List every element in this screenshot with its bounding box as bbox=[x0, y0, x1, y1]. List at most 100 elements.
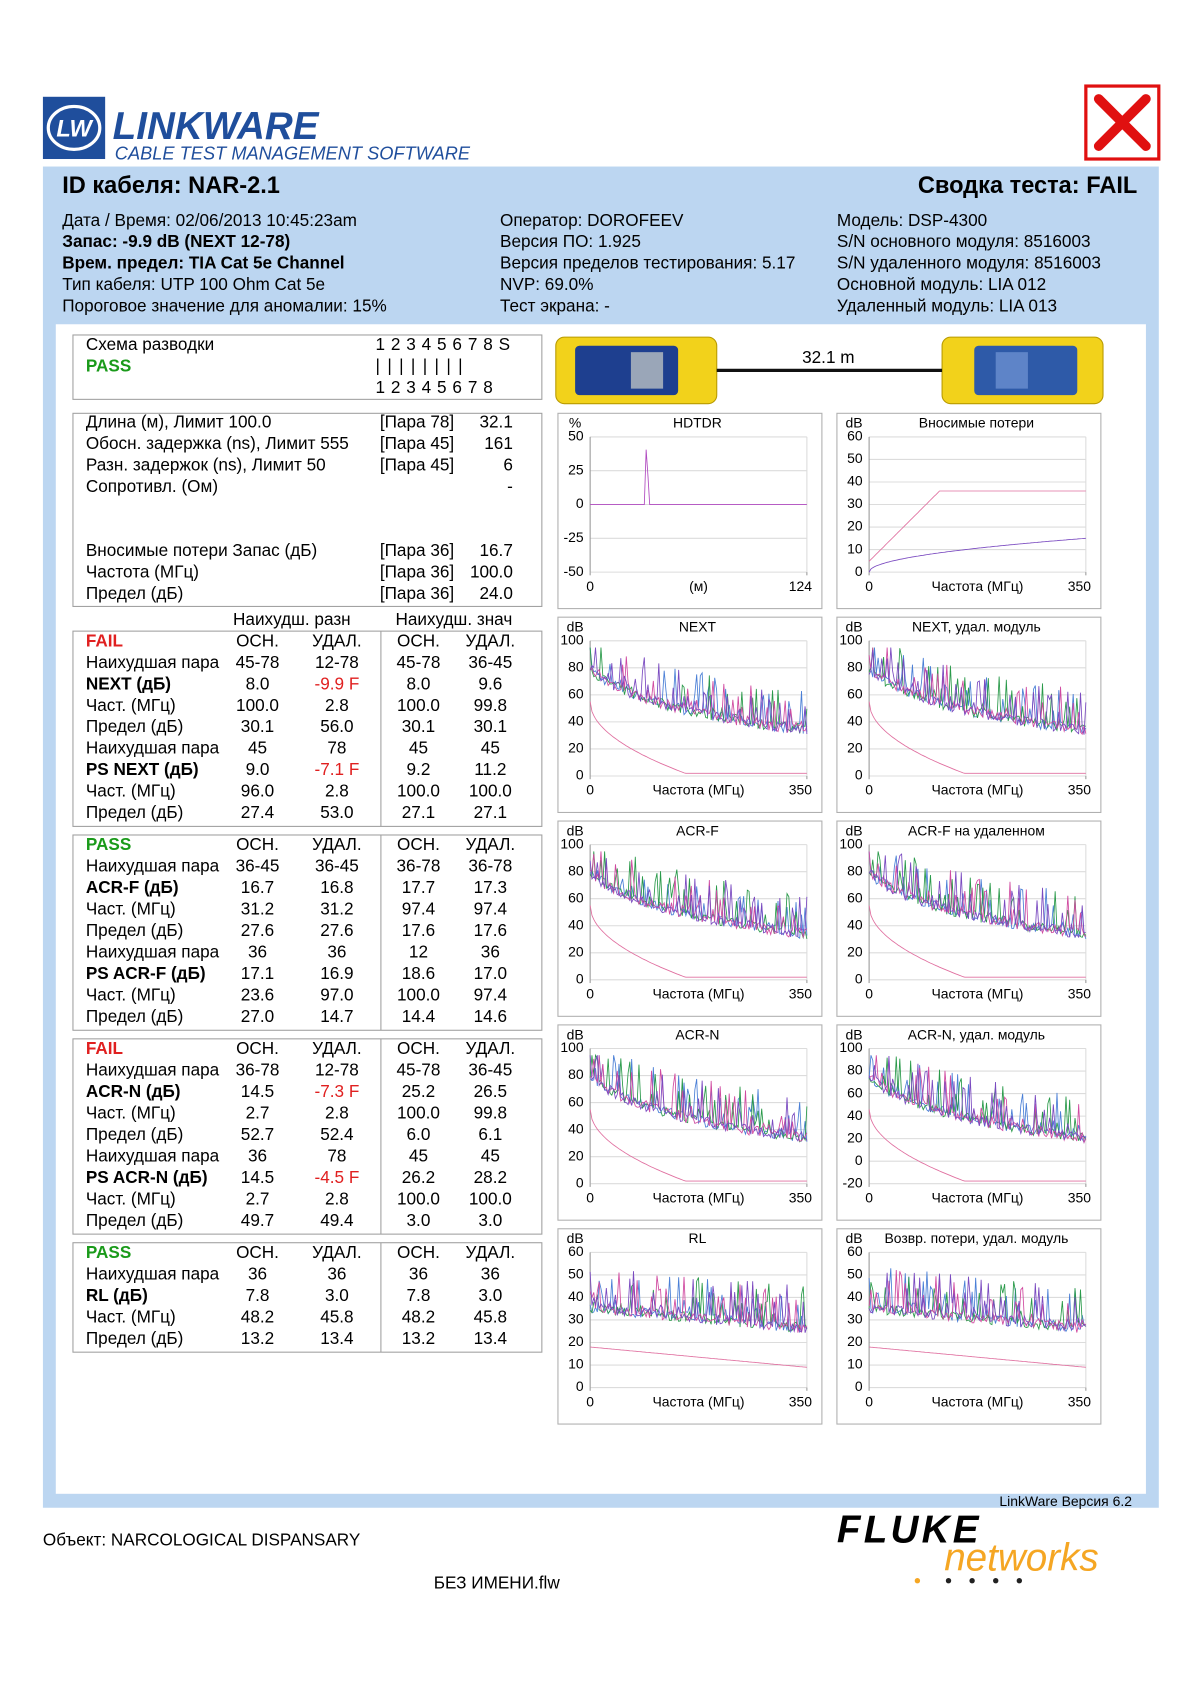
y-tick-label: 60 bbox=[847, 1084, 863, 1100]
x-tick-label: 350 bbox=[1068, 986, 1092, 1002]
logo-mark: LW bbox=[56, 116, 93, 142]
site: Объект: NARCOLOGICAL DISPANSARY bbox=[43, 1530, 361, 1550]
chart-title: RL bbox=[689, 1230, 707, 1246]
row-label: PS ACR-F (дБ) bbox=[86, 963, 206, 983]
y-tick-label: 60 bbox=[847, 686, 863, 702]
y-tick-label: 80 bbox=[568, 1066, 584, 1082]
x-label: Частота (МГц) bbox=[653, 1189, 745, 1205]
y-tick-label: 50 bbox=[568, 1266, 584, 1282]
measure-label: Обосн. задержка (ns), Лимит 555 bbox=[86, 433, 349, 453]
cell: 12-78 bbox=[315, 1060, 359, 1080]
logo-title: LINKWARE bbox=[113, 105, 320, 148]
cell: 8.0 bbox=[246, 673, 270, 693]
cell: 100.0 bbox=[397, 695, 440, 715]
y-tick-label: 0 bbox=[576, 495, 584, 511]
chart-title: HDTDR bbox=[673, 415, 722, 431]
measure-value: 100.0 bbox=[470, 562, 513, 582]
cell: 100.0 bbox=[397, 984, 440, 1004]
row-label: Наихудшая пара bbox=[86, 1145, 220, 1165]
info-line: Оператор: DOROFEEV bbox=[500, 210, 684, 230]
column-header: УДАЛ. bbox=[466, 1242, 516, 1262]
y-tick-label: 20 bbox=[568, 943, 584, 959]
cell: 27.1 bbox=[402, 802, 435, 822]
cell: 45 bbox=[248, 738, 267, 758]
version: LinkWare Версия 6.2 bbox=[999, 1493, 1132, 1509]
measure-pair: [Пара 36] bbox=[380, 540, 454, 560]
trace bbox=[590, 449, 807, 505]
result-box bbox=[72, 834, 543, 1031]
cell: 17.6 bbox=[474, 920, 507, 940]
chart-title: ACR-F bbox=[676, 822, 719, 838]
trace bbox=[868, 1277, 1087, 1331]
chart-title: ACR-F на удаленном bbox=[908, 822, 1045, 838]
cell: 13.4 bbox=[320, 1328, 354, 1348]
y-tick-label: 20 bbox=[847, 943, 863, 959]
row-label: Предел (дБ) bbox=[86, 1210, 184, 1230]
x-tick-label: 0 bbox=[865, 1393, 873, 1409]
cell: 16.7 bbox=[241, 877, 274, 897]
chart-frame bbox=[557, 820, 823, 1017]
row-label: Наихудшая пара bbox=[86, 856, 220, 876]
wiremap-pins: 1 2 3 4 5 6 7 8 S bbox=[376, 334, 511, 354]
cell: 16.8 bbox=[320, 877, 353, 897]
y-tick-label: 20 bbox=[847, 518, 863, 534]
measure-pair: [Пара 78] bbox=[380, 411, 454, 431]
cell: 100.0 bbox=[397, 781, 440, 801]
chart-frame bbox=[557, 616, 823, 813]
cell: 45.8 bbox=[474, 1306, 507, 1326]
y-tick-label: 60 bbox=[847, 428, 863, 444]
y-tick-label: 40 bbox=[847, 1288, 863, 1304]
y-tick-label: 60 bbox=[568, 686, 584, 702]
cell: 45.8 bbox=[320, 1306, 353, 1326]
trace bbox=[589, 656, 808, 734]
y-tick-label: 40 bbox=[847, 713, 863, 729]
section-status: PASS bbox=[86, 834, 131, 854]
y-tick-label: 40 bbox=[847, 473, 863, 489]
brand-sub: networks bbox=[944, 1537, 1099, 1580]
cell: 100.0 bbox=[397, 1102, 440, 1122]
trace bbox=[868, 701, 1086, 774]
measure-value: 16.7 bbox=[479, 540, 512, 560]
cell: -7.3 F bbox=[315, 1081, 360, 1101]
cell: 27.6 bbox=[320, 920, 353, 940]
info-line: Тип кабеля: UTP 100 Ohm Cat 5e bbox=[62, 274, 325, 294]
cell: 17.1 bbox=[241, 963, 274, 983]
result-box bbox=[72, 1242, 543, 1353]
brand-dot bbox=[914, 1578, 921, 1584]
y-tick-label: 80 bbox=[847, 659, 863, 675]
row-label: Наихудшая пара bbox=[86, 652, 220, 672]
row-label: NEXT (дБ) bbox=[86, 673, 171, 693]
column-header: УДАЛ. bbox=[466, 630, 516, 650]
logo-subtitle: CABLE TEST MANAGEMENT SOFTWARE bbox=[115, 143, 471, 164]
cell: 17.3 bbox=[474, 877, 507, 897]
cell: 14.4 bbox=[402, 1006, 436, 1026]
cell: 100.0 bbox=[469, 781, 512, 801]
x-tick-label: 0 bbox=[865, 782, 873, 798]
cell: 45-78 bbox=[236, 652, 280, 672]
row-label: Предел (дБ) bbox=[86, 1006, 184, 1026]
y-tick-label: 20 bbox=[568, 1147, 584, 1163]
brand: FLUKE bbox=[837, 1509, 982, 1552]
measure-value: 24.0 bbox=[479, 583, 512, 603]
cell: 17.6 bbox=[402, 920, 435, 940]
cell: 36 bbox=[327, 942, 346, 962]
y-tick-label: 60 bbox=[568, 1243, 584, 1259]
column-header: УДАЛ. bbox=[466, 834, 516, 854]
cell: 3.0 bbox=[478, 1210, 502, 1230]
row-label: Наихудшая пара bbox=[86, 738, 220, 758]
column-header: ОСН. bbox=[236, 1242, 279, 1262]
x-label: Частота (МГц) bbox=[931, 782, 1023, 798]
row-label: Наихудшая пара bbox=[86, 1060, 220, 1080]
section-status: FAIL bbox=[86, 630, 123, 650]
cell: 14.5 bbox=[241, 1081, 274, 1101]
chart-frame bbox=[557, 412, 823, 610]
cable-length: 32.1 m bbox=[802, 347, 854, 367]
chart-frame bbox=[836, 1024, 1102, 1221]
cell: 23.6 bbox=[241, 984, 274, 1004]
cell: 27.0 bbox=[241, 1006, 274, 1026]
cell: 36-45 bbox=[468, 1060, 512, 1080]
column-header: УДАЛ. bbox=[312, 630, 362, 650]
y-unit: dB bbox=[567, 1230, 584, 1246]
measure-label: Предел (дБ) bbox=[86, 583, 184, 603]
